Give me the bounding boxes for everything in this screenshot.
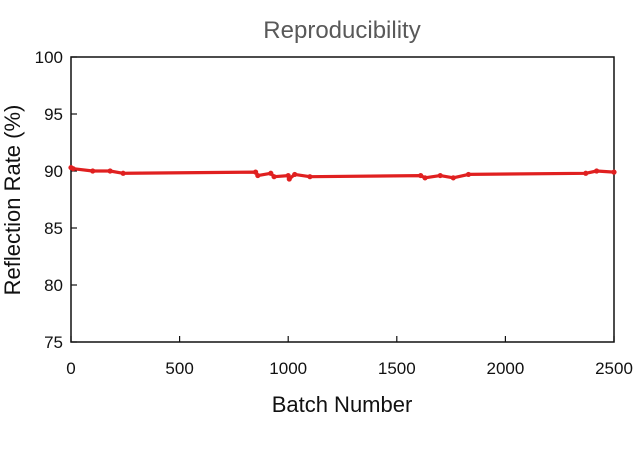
plot-frame: [70, 56, 615, 343]
y-axis-label: Reflection Rate (%): [0, 105, 25, 296]
y-tick-label: 75: [44, 333, 63, 352]
x-axis-label: Batch Number: [272, 392, 413, 417]
x-tick-label: 2500: [595, 359, 633, 378]
data-point: [583, 170, 589, 176]
y-tick-label: 95: [44, 105, 63, 124]
data-point: [450, 175, 456, 181]
data-point: [286, 176, 292, 182]
x-tick-label: 2000: [486, 359, 524, 378]
y-tick-label: 100: [35, 48, 63, 67]
data-point: [271, 174, 277, 180]
data-point: [422, 175, 428, 181]
data-point: [70, 166, 76, 172]
y-tick-label: 90: [44, 162, 63, 181]
data-point: [418, 172, 424, 179]
data-point: [268, 170, 274, 176]
y-tick-label: 80: [44, 276, 63, 295]
data-point: [107, 168, 113, 174]
data-point: [594, 168, 600, 174]
x-tick-label: 0: [66, 359, 75, 378]
data-point: [292, 171, 298, 178]
y-tick-label: 85: [44, 219, 63, 238]
data-point: [120, 170, 126, 176]
data-point: [437, 172, 443, 179]
x-tick-label: 1000: [269, 359, 307, 378]
x-tick-label: 1500: [378, 359, 416, 378]
data-point: [465, 171, 472, 178]
data-point: [307, 174, 313, 180]
data-point: [255, 172, 261, 179]
chart-title: Reproducibility: [263, 17, 420, 44]
data-point: [611, 169, 617, 175]
x-tick-label: 500: [165, 359, 193, 378]
series-layer: [68, 164, 617, 182]
series-line: [69, 166, 616, 181]
x-axis-ticks: 0 500 1000 1500 2000 2500: [66, 336, 633, 378]
data-point: [90, 168, 96, 174]
